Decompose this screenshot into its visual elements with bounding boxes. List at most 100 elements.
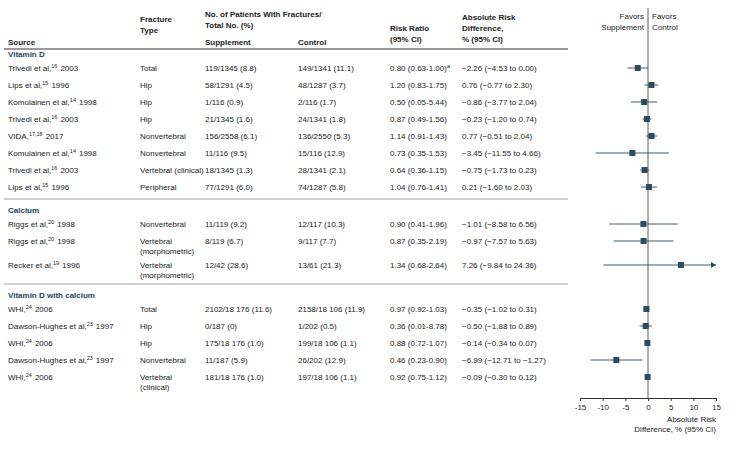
point-estimate bbox=[629, 150, 635, 156]
author: Recker et al, bbox=[8, 261, 53, 270]
point-estimate bbox=[641, 99, 647, 105]
point-estimate bbox=[646, 184, 652, 190]
fracture-type: Hip bbox=[140, 322, 153, 331]
risk-ratio-value: 0.80 (0.63-1.00) bbox=[390, 64, 447, 73]
reference: 15 bbox=[42, 80, 48, 86]
ard-label: −0.09 (−0.30 to 0.12) bbox=[462, 373, 537, 382]
author: Lips et al, bbox=[8, 81, 42, 90]
source: Trivedi et al,162003 bbox=[8, 114, 79, 124]
fracture-type: (morphometric) bbox=[140, 271, 195, 280]
group-name: Vitamin D with calcium bbox=[8, 291, 95, 300]
reference: 24 bbox=[26, 372, 32, 378]
point-estimate bbox=[648, 82, 654, 88]
supplement: 11/119 (9.2) bbox=[205, 220, 247, 229]
tick: 0 bbox=[646, 398, 651, 412]
ard-label: −3.45 (−11.55 to 4.66) bbox=[462, 149, 541, 158]
tick: 15 bbox=[712, 398, 721, 412]
point-estimate bbox=[643, 306, 649, 312]
risk-ratio: 1.20 (0.83-1.75) bbox=[390, 81, 447, 90]
year: 1998 bbox=[79, 149, 97, 158]
header-type: Fracture bbox=[140, 15, 173, 24]
control: 74/1287 (5.8) bbox=[298, 183, 346, 192]
control: 199/18 106 (1.1) bbox=[298, 339, 357, 348]
fracture-type: Total bbox=[140, 305, 157, 314]
reference-line bbox=[648, 8, 649, 398]
control: 15/116 (12.9) bbox=[298, 149, 345, 158]
year: 1996 bbox=[51, 81, 69, 90]
group-name: Calcium bbox=[8, 206, 39, 215]
author: Lips et al, bbox=[8, 183, 42, 192]
source: Riggs et al,201998 bbox=[8, 236, 76, 246]
header-ard: % (95% CI) bbox=[462, 35, 503, 44]
year: 1998 bbox=[57, 237, 75, 246]
fracture-type: (morphometric) bbox=[140, 247, 195, 256]
control: 149/1341 (11.1) bbox=[298, 64, 354, 73]
control: 2/116 (1.7) bbox=[298, 98, 336, 107]
tick-mark bbox=[580, 398, 581, 401]
reference: 16 bbox=[51, 165, 57, 171]
tick-mark bbox=[671, 398, 672, 401]
control: 197/18 106 (1.1) bbox=[298, 373, 357, 382]
risk-ratio: 0.80 (0.63-1.00)a bbox=[390, 63, 451, 73]
header-control: Control bbox=[298, 38, 326, 47]
group-name: Vitamin D bbox=[8, 50, 45, 59]
year: 2006 bbox=[35, 373, 53, 382]
risk-ratio-value: 1.14 (0.91-1.43) bbox=[390, 132, 447, 141]
favors-right: Favors bbox=[652, 12, 676, 21]
fracture-type: Nonvertebral bbox=[140, 149, 186, 158]
supplement: 175/18 176 (1.0) bbox=[205, 339, 264, 348]
fracture-type: Peripheral bbox=[140, 183, 177, 192]
risk-ratio-value: 0.46 (0.23-0.90) bbox=[390, 356, 447, 365]
header-patients: Total No. (%) bbox=[205, 21, 254, 30]
ard-label: −0.86 (−3.77 to 2.04) bbox=[462, 98, 537, 107]
risk-ratio-value: 0.97 (0.92-1.03) bbox=[390, 305, 447, 314]
reference: 23 bbox=[87, 355, 93, 361]
ard-label: −6.99 (−12.71 to −1.27) bbox=[462, 356, 546, 365]
risk-ratio-value: 0.90 (0.41-1.96) bbox=[390, 220, 447, 229]
header-type: Type bbox=[140, 26, 159, 35]
risk-ratio: 0.73 (0.35-1.53) bbox=[390, 149, 447, 158]
tick-mark bbox=[603, 398, 604, 401]
tick-label: 5 bbox=[669, 403, 674, 412]
x-axis: -15-10-5051015 bbox=[575, 398, 722, 412]
control: 9/117 (7.7) bbox=[298, 237, 336, 246]
tick-label: 0 bbox=[646, 403, 651, 412]
source: VIDA,17,182017 bbox=[8, 131, 64, 141]
author: Dawson-Hughes et al, bbox=[8, 356, 87, 365]
control: 13/61 (21.3) bbox=[298, 261, 341, 270]
risk-ratio: 0.90 (0.41-1.96) bbox=[390, 220, 447, 229]
fracture-type: Vertebral bbox=[140, 261, 172, 270]
fracture-type: Hip bbox=[140, 98, 153, 107]
year: 1996 bbox=[51, 183, 69, 192]
risk-ratio-value: 0.50 (0.05-5.44) bbox=[390, 98, 447, 107]
year: 2003 bbox=[60, 64, 78, 73]
risk-ratio: 0.87 (0.35-2.19) bbox=[390, 237, 447, 246]
risk-ratio: 0.97 (0.92-1.03) bbox=[390, 305, 447, 314]
risk-ratio-value: 1.34 (0.68-2.64) bbox=[390, 261, 447, 270]
supplement: 11/116 (9.5) bbox=[205, 149, 247, 158]
chart: SourceFractureTypeNo. of Patients With F… bbox=[0, 0, 741, 451]
author: Trivedi et al, bbox=[8, 115, 51, 124]
supplement: 1/116 (0.9) bbox=[205, 98, 243, 107]
source: Lips et al,151996 bbox=[8, 182, 70, 192]
point-estimate bbox=[641, 238, 647, 244]
ard-label: −0.14 (−0.34 to 0.07) bbox=[462, 339, 537, 348]
x-axis-title: Absolute RiskDifference, % (95% CI) bbox=[634, 415, 717, 434]
ard-label: 0.76 (−0.77 to 2.30) bbox=[462, 81, 532, 90]
source: Trivedi et al,162003 bbox=[8, 165, 79, 175]
source: Riggs et al,201998 bbox=[8, 219, 76, 229]
marks bbox=[590, 65, 716, 380]
fracture-type: Hip bbox=[140, 339, 153, 348]
risk-ratio-value: 0.73 (0.35-1.53) bbox=[390, 149, 447, 158]
control: 2158/18 106 (11.9) bbox=[298, 305, 365, 314]
ard-label: 0.77 (−0.51 to 2.04) bbox=[462, 132, 532, 141]
reference: 15 bbox=[42, 182, 48, 188]
year: 1996 bbox=[62, 261, 80, 270]
supplement: 8/119 (6.7) bbox=[205, 237, 243, 246]
header-ard: Absolute Risk bbox=[462, 13, 516, 22]
reference: 16 bbox=[51, 114, 57, 120]
header-rule bbox=[4, 49, 568, 50]
fracture-type: Hip bbox=[140, 81, 153, 90]
control: 48/1287 (3.7) bbox=[298, 81, 346, 90]
author: Trivedi et al, bbox=[8, 64, 51, 73]
